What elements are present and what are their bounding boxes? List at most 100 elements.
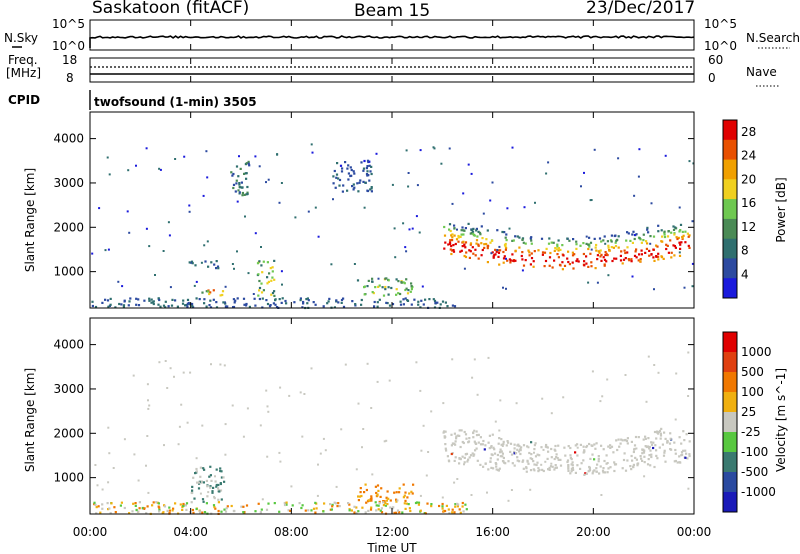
scatter-cell	[544, 460, 547, 463]
scatter-cell	[517, 443, 520, 446]
scatter-cell	[314, 206, 317, 209]
scatter-cell	[231, 174, 234, 177]
scatter-cell	[340, 298, 344, 302]
scatter-cell	[368, 179, 371, 182]
date-title: 23/Dec/2017	[586, 0, 695, 18]
scatter-cell	[234, 190, 237, 193]
scatter-cell	[682, 449, 685, 452]
scatter-cell	[559, 464, 563, 467]
scatter-cell	[195, 457, 198, 460]
scatter-cell	[632, 230, 635, 233]
scatter-cell	[314, 303, 317, 306]
scatter-cell	[417, 300, 420, 303]
scatter-cell	[246, 407, 249, 410]
scatter-cell	[398, 511, 401, 514]
scatter-cell	[351, 185, 354, 188]
scatter-cell	[344, 161, 347, 164]
scatter-cell	[607, 244, 610, 247]
scatter-cell	[536, 461, 539, 464]
scatter-cell	[455, 435, 458, 438]
scatter-cell	[462, 233, 465, 236]
scatter-cell	[430, 410, 433, 413]
scatter-cell	[452, 244, 455, 247]
scatter-cell	[356, 182, 359, 185]
scatter-cell	[202, 194, 205, 197]
scatter-cell	[406, 299, 409, 302]
scatter-cell	[385, 439, 388, 442]
y-tick-label: 4000	[53, 338, 84, 352]
scatter-cell	[631, 459, 634, 462]
scatter-cell	[507, 499, 510, 502]
scatter-cell	[615, 439, 618, 442]
scatter-cell	[574, 471, 577, 474]
scatter-cell	[652, 441, 655, 444]
scatter-cell	[237, 189, 240, 192]
scatter-cell	[191, 489, 194, 492]
scatter-cell	[687, 244, 690, 247]
scatter-cell	[633, 444, 637, 447]
scatter-cell	[293, 301, 296, 304]
scatter-cell	[294, 216, 297, 219]
scatter-cell	[152, 302, 155, 306]
scatter-cell	[275, 306, 279, 309]
colorbar-swatch	[723, 392, 737, 413]
scatter-cell	[387, 286, 390, 289]
colorbar-frame	[722, 331, 738, 513]
scatter-cell	[475, 434, 479, 437]
scatter-cell	[561, 261, 564, 264]
scatter-cell	[352, 183, 355, 186]
scatter-cell	[663, 431, 666, 434]
scatter-cell	[370, 407, 373, 409]
scatter-cell	[156, 501, 159, 504]
scatter-cell	[491, 251, 494, 254]
scatter-cell	[465, 251, 468, 254]
scatter-cell	[212, 298, 215, 301]
scatter-cell	[97, 505, 100, 508]
scatter-cell	[521, 237, 525, 240]
scatter-cell	[367, 279, 370, 282]
scatter-cell	[202, 500, 205, 503]
scatter-cell	[590, 444, 593, 447]
scatter-cell	[585, 235, 588, 238]
scatter-cell	[657, 432, 660, 435]
scatter-cell	[158, 506, 161, 509]
scatter-cell	[473, 453, 476, 456]
scatter-cell	[329, 503, 332, 506]
scatter-cell	[468, 249, 471, 252]
scatter-cell	[659, 437, 662, 440]
scatter-cell	[238, 191, 241, 194]
scatter-cell	[502, 261, 505, 264]
scatter-cell	[582, 242, 585, 245]
scatter-cell	[135, 303, 138, 306]
scatter-cell	[453, 442, 456, 445]
scatter-cell	[607, 445, 610, 448]
velocity-ylabel: Slant Range [km]	[23, 368, 37, 472]
scatter-cell	[643, 449, 646, 452]
scatter-cell	[223, 301, 226, 304]
scatter-cell	[637, 259, 640, 262]
scatter-cell	[224, 285, 227, 288]
x-tick-label: 00:00	[677, 525, 712, 539]
scatter-cell	[530, 252, 533, 255]
scatter-cell	[444, 301, 447, 304]
scatter-cell	[542, 469, 545, 473]
scatter-cell	[476, 393, 479, 396]
scatter-cell	[377, 277, 380, 280]
scatter-cell	[477, 244, 480, 247]
scatter-cell	[492, 446, 495, 449]
scatter-cell	[200, 481, 203, 484]
scatter-cell	[639, 455, 642, 458]
nsearch-label: N.Search	[746, 31, 800, 45]
scatter-cell	[584, 472, 587, 475]
scatter-cell	[663, 230, 666, 233]
scatter-cell	[650, 441, 653, 444]
scatter-cell	[219, 469, 222, 473]
scatter-cell	[157, 502, 160, 505]
scatter-cell	[265, 389, 268, 392]
scatter-cell	[366, 189, 369, 192]
scatter-cell	[402, 222, 405, 225]
scatter-cell	[656, 431, 659, 434]
scatter-cell	[331, 505, 334, 508]
scatter-cell	[569, 446, 572, 450]
scatter-cell	[367, 509, 370, 512]
